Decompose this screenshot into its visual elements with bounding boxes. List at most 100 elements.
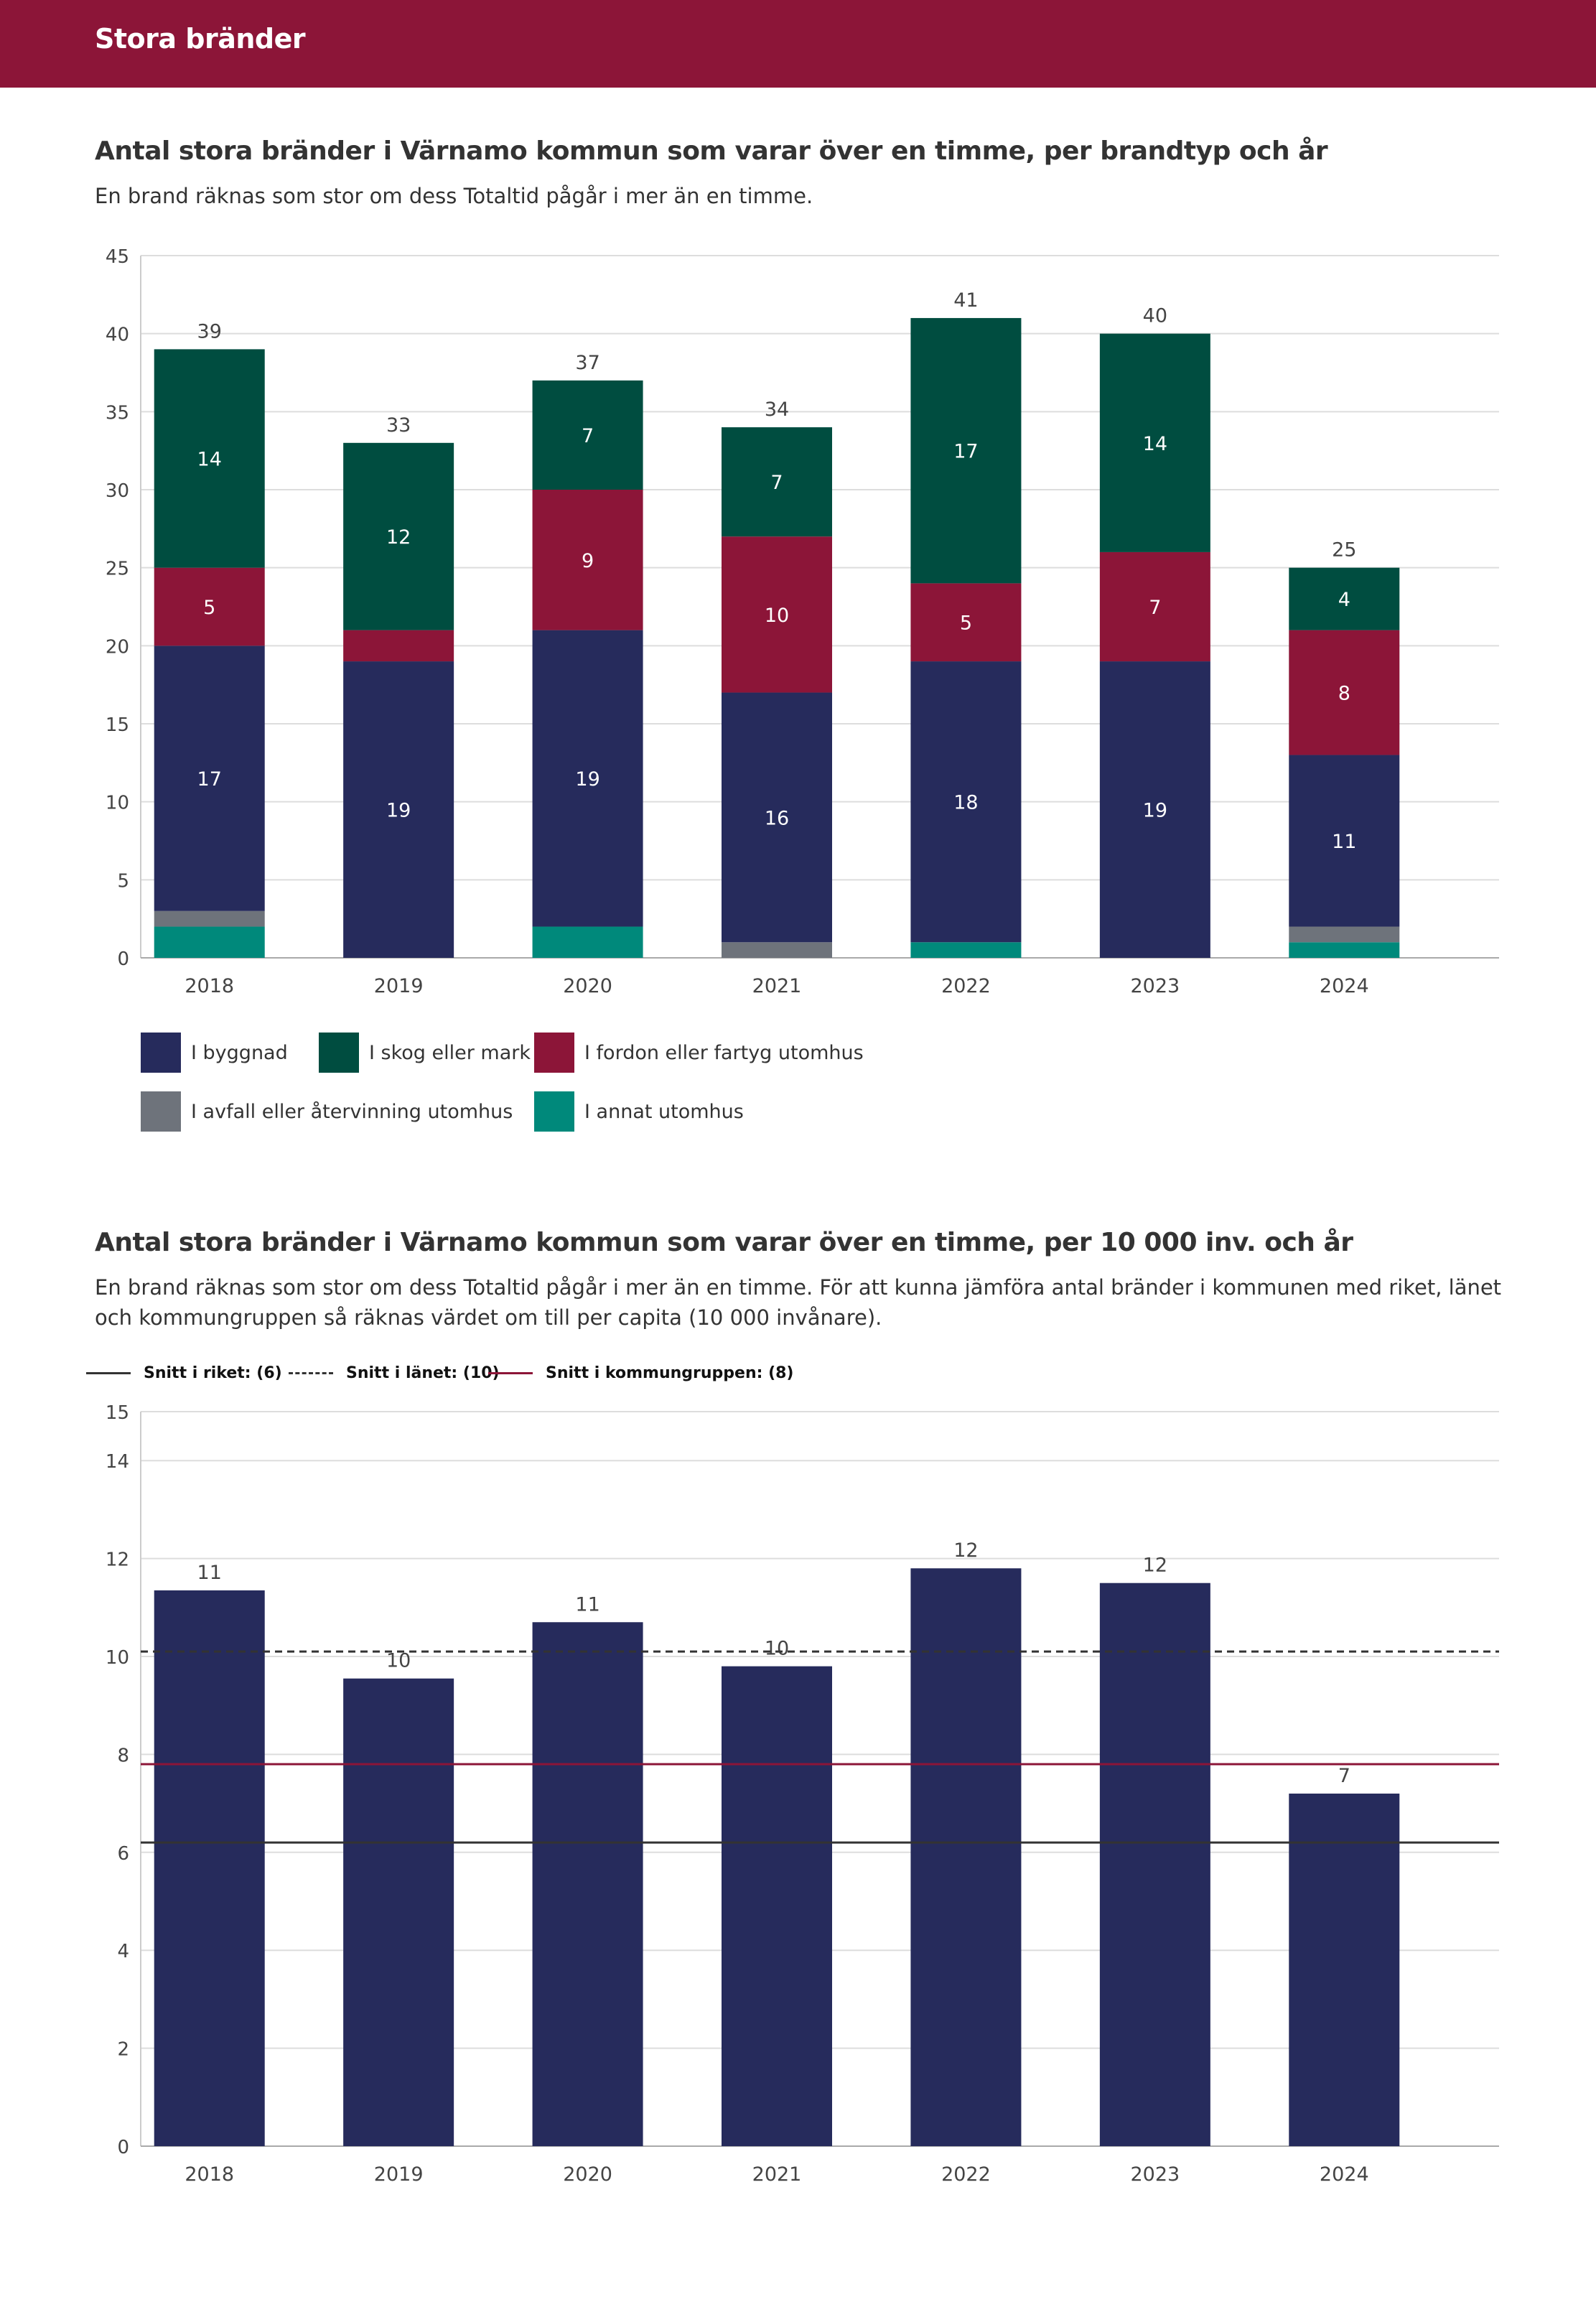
bar-segment [1289, 755, 1400, 927]
x-tick-label: 2020 [563, 975, 612, 997]
segment-value-label: 19 [575, 768, 599, 791]
y-tick-label: 5 [117, 870, 129, 892]
legend-label: I fordon eller fartyg utomhus [584, 1041, 864, 1064]
segment-value-label: 5 [203, 597, 215, 619]
bar-segment [343, 661, 454, 958]
bar-segment [154, 910, 265, 927]
reference-legend-item: Snitt i länet: (10) [289, 1364, 500, 1382]
bar-segment [722, 427, 832, 537]
bar-value-label: 11 [575, 1593, 599, 1616]
bar-segment [910, 661, 1022, 943]
segment-value-label: 14 [1143, 433, 1167, 455]
bar-segment [1099, 333, 1210, 552]
y-tick-label: 15 [106, 714, 129, 736]
y-tick-label: 10 [106, 1647, 129, 1669]
bar-segment [722, 536, 832, 693]
y-tick-label: 35 [106, 402, 129, 424]
bar [910, 1568, 1022, 2146]
segment-value-label: 5 [960, 612, 972, 635]
segment-value-label: 7 [1149, 597, 1161, 619]
bar-segment [532, 380, 643, 490]
bar-segment [1289, 567, 1400, 630]
reference-legend-line [86, 1372, 131, 1374]
x-tick-label: 2024 [1320, 975, 1369, 997]
y-tick-label: 25 [106, 559, 129, 580]
total-label: 25 [1332, 539, 1356, 561]
segment-value-label: 14 [197, 449, 222, 471]
bar-segment [343, 630, 454, 662]
total-label: 37 [575, 352, 599, 374]
legend-swatch [534, 1033, 574, 1073]
bar-segment [1289, 630, 1400, 755]
segment-value-label: 9 [582, 550, 594, 572]
y-tick-label: 15 [106, 1402, 129, 1424]
chart1-legend: I byggnad I skog eller mark I fordon eller… [0, 1033, 1005, 1140]
bar-segment [532, 926, 643, 958]
chart2-title: Antal stora bränder i Värnamo kommun som… [95, 1228, 1353, 1257]
bar-segment [1289, 926, 1400, 943]
bar-segment [343, 442, 454, 630]
reference-legend-item: Snitt i riket: (6) [86, 1364, 282, 1382]
segment-value-label: 17 [197, 768, 222, 791]
segment-value-label: 18 [953, 792, 978, 814]
page-title: Stora bränder [95, 23, 306, 55]
y-tick-label: 8 [117, 1745, 129, 1766]
bar-value-label: 12 [1143, 1555, 1167, 1577]
reference-legend-line [289, 1372, 333, 1374]
y-tick-label: 6 [117, 1843, 129, 1865]
segment-value-label: 4 [1338, 589, 1350, 611]
x-tick-label: 2019 [374, 975, 424, 997]
reference-legend-label: Snitt i länet: (10) [346, 1364, 500, 1382]
bar-value-label: 7 [1338, 1765, 1350, 1787]
bar-value-label: 11 [197, 1562, 222, 1584]
bar-value-label: 10 [386, 1650, 411, 1672]
y-tick-label: 2 [117, 2039, 129, 2061]
bar-segment [532, 490, 643, 630]
segment-value-label: 11 [1332, 831, 1356, 853]
legend-swatch [141, 1033, 181, 1073]
bar-segment [532, 630, 643, 927]
bar-segment [1099, 551, 1210, 662]
bar-segment [154, 926, 265, 958]
bar-segment [910, 942, 1022, 958]
segment-value-label: 19 [386, 800, 411, 822]
reference-legend-line [488, 1372, 533, 1374]
y-tick-label: 12 [106, 1549, 129, 1571]
bar-segment [154, 567, 265, 646]
y-tick-label: 30 [106, 480, 129, 502]
legend-swatch [319, 1033, 359, 1073]
y-tick-label: 4 [117, 1941, 129, 1962]
x-tick-label: 2022 [941, 2163, 991, 2186]
per-capita-bar-chart: 0 2 4 6 8 10 12 14 15 11 2018 10 2019 11 2020 10 2021 12 2… [106, 1402, 1499, 2186]
legend-item: I byggnad [141, 1033, 288, 1073]
bar-segment [722, 942, 832, 958]
x-tick-label: 2018 [185, 2163, 234, 2186]
x-tick-label: 2019 [374, 2163, 424, 2186]
total-label: 40 [1143, 305, 1167, 327]
bar [532, 1622, 643, 2146]
legend-item: I annat utomhus [534, 1091, 744, 1132]
x-tick-label: 2022 [941, 975, 991, 997]
legend-item: I fordon eller fartyg utomhus [534, 1033, 864, 1073]
legend-swatch [141, 1091, 181, 1132]
bar-segment [910, 317, 1022, 584]
page-header: Stora bränder [0, 0, 1596, 88]
legend-item: I avfall eller återvinning utomhus [141, 1091, 513, 1132]
x-tick-label: 2021 [752, 975, 802, 997]
reference-legend-label: Snitt i riket: (6) [144, 1364, 282, 1382]
y-tick-label: 0 [117, 2137, 129, 2158]
bar-segment [154, 646, 265, 911]
segment-value-label: 17 [953, 441, 978, 463]
y-tick-label: 40 [106, 325, 129, 346]
y-tick-label: 10 [106, 793, 129, 814]
chart2-subtitle: En brand räknas som stor om dess Totalti… [95, 1275, 1502, 1330]
legend-swatch [534, 1091, 574, 1132]
segment-value-label: 12 [386, 526, 411, 549]
y-tick-label: 45 [106, 246, 129, 268]
bar [1099, 1583, 1210, 2146]
total-label: 34 [765, 399, 789, 421]
segment-value-label: 19 [1143, 800, 1167, 822]
segment-value-label: 10 [765, 605, 789, 627]
x-tick-label: 2024 [1320, 2163, 1369, 2186]
legend-label: I skog eller mark [369, 1041, 531, 1064]
